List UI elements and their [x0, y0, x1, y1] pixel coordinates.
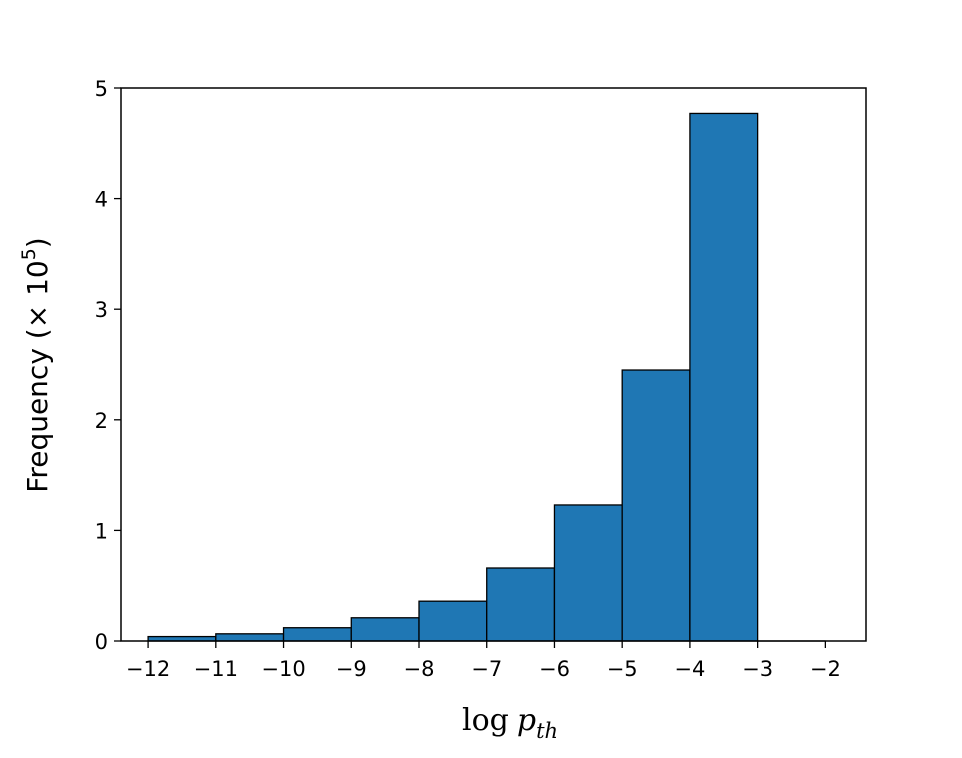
y-tick-label: 0 [95, 630, 108, 654]
x-tick-label: −11 [194, 657, 238, 681]
x-axis-label-subscript: th [536, 719, 558, 743]
y-tick-label: 1 [95, 519, 108, 543]
x-tick-label: −8 [404, 657, 435, 681]
svg-text:Frequency (× 105): Frequency (× 105) [18, 237, 54, 493]
y-tick-label: 3 [95, 298, 108, 322]
y-axis-label-main: Frequency (× 10 [21, 260, 54, 492]
y-axis-label-exponent: 5 [18, 248, 40, 260]
histogram-bar-6 [486, 567, 556, 642]
x-tick-label: −6 [539, 657, 570, 681]
y-tick-label: 5 [95, 77, 108, 101]
histogram-bar-7 [553, 504, 623, 642]
x-tick-label: −4 [674, 657, 705, 681]
x-axis-label-log: log [462, 703, 509, 738]
histogram-bar-5 [418, 600, 488, 642]
histogram-bar-4 [350, 617, 420, 642]
histogram-bar-8 [621, 369, 691, 642]
x-tick-label: −2 [810, 657, 841, 681]
x-axis-ticks: −12 −11 −10 −9 −8 −7 −6 −5 −4 −3 −2 [126, 641, 841, 681]
x-axis-label-symbol: p [517, 703, 536, 738]
x-tick-label: −10 [261, 657, 305, 681]
x-tick-label: −9 [336, 657, 367, 681]
y-axis-label-suffix: ) [21, 237, 54, 248]
plot-frame [120, 87, 867, 642]
x-tick-label: −5 [607, 657, 638, 681]
x-tick-label: −3 [742, 657, 773, 681]
x-tick-label: −7 [471, 657, 502, 681]
y-axis-label: Frequency (× 105) [18, 237, 54, 493]
y-tick-label: 4 [95, 188, 108, 212]
bars-layer [147, 112, 759, 642]
x-tick-label: −12 [126, 657, 170, 681]
histogram-bar-3 [282, 627, 352, 642]
y-tick-label: 2 [95, 409, 108, 433]
x-axis-label: log pth [462, 703, 558, 743]
y-axis-ticks: 0 1 2 3 4 5 [95, 77, 121, 654]
histogram-bar-2 [215, 633, 285, 642]
histogram-bar-9 [689, 112, 759, 642]
